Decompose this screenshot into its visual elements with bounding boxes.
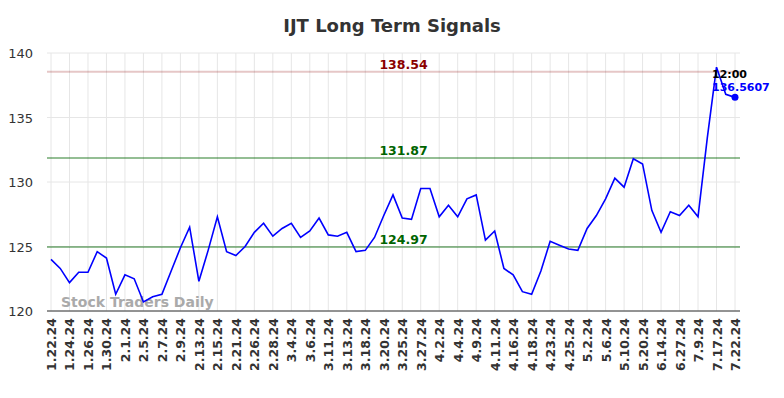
grid-line [309,53,310,311]
reference-label: 131.87 [379,143,427,158]
x-tick-label: 2.9.24 [173,318,188,363]
x-tick-label: 6.14.24 [654,318,669,371]
x-tick-label: 7.22.24 [728,318,743,371]
x-tick-label: 4.16.24 [506,318,521,371]
grid-line [161,53,162,311]
reference-label: 138.54 [379,57,428,72]
x-tick-label: 3.4.24 [284,318,299,363]
grid-line [346,53,347,311]
x-tick-label: 1.26.24 [81,318,96,371]
grid-line [661,53,662,311]
x-tick-label: 2.1.24 [118,318,133,363]
x-tick-label: 4.4.24 [451,318,466,363]
grid-line [47,53,740,54]
grid-line [476,53,477,311]
title: IJT Long Term Signals [283,15,501,36]
y-tick-label: 135 [8,111,33,126]
x-tick-label: 1.22.24 [44,318,59,371]
grid-line [106,53,107,311]
grid-line [457,53,458,311]
x-tick-label: 2.5.24 [136,318,151,363]
x-tick-label: 5.10.24 [617,318,632,371]
x-tick-label: 2.13.24 [192,318,207,371]
grid-line [439,53,440,311]
grid-line [272,53,273,311]
reference-label: 124.97 [379,232,427,247]
grid-line [254,53,255,311]
grid-line [624,53,625,311]
grid-line [143,53,144,311]
grid-line [587,53,588,311]
grid-line [51,53,52,311]
x-tick-label: 3.11.24 [321,318,336,371]
grid-line [47,117,740,118]
grid-line [217,53,218,311]
chart: IJT Long Term Signals 120 125 130 135 140 1.22… [0,0,784,398]
grid-line [494,53,495,311]
x-tick-label: 4.23.24 [543,318,558,371]
grid-line [235,53,236,311]
grid-line [124,53,125,311]
grid-line [420,53,421,311]
x-tick-label: 7.9.24 [691,318,706,363]
grid-line [679,53,680,311]
x-tick-label: 4.9.24 [469,318,484,363]
grid-line [698,53,699,311]
x-tick-label: 2.26.24 [247,318,262,371]
grid-line [383,53,384,311]
grid-line [531,53,532,311]
grid-line [328,53,329,311]
grid-line [47,311,740,312]
x-tick-label: 2.28.24 [266,318,281,371]
x-tick-label: 4.25.24 [562,318,577,371]
x-tick-label: 6.27.24 [673,318,688,371]
grid-line [291,53,292,311]
y-tick-label: 125 [8,240,33,255]
price-line [51,67,735,302]
x-tick-label: 5.6.24 [599,318,614,363]
time-annotation: 12:00 [712,68,747,81]
grid-line [180,53,181,311]
x-tick-label: 3.6.24 [303,318,318,363]
x-tick-label: 4.2.24 [432,318,447,363]
grid-line [47,182,740,183]
grid-line [365,53,366,311]
x-tick-label: 3.25.24 [395,318,410,371]
x-tick-label: 5.2.24 [580,318,595,363]
grid-line [513,53,514,311]
last-point [732,94,739,101]
x-tick-label: 2.21.24 [229,318,244,371]
watermark: Stock Traders Daily [61,294,214,310]
grid-line [568,53,569,311]
x-tick-label: 2.15.24 [210,318,225,371]
grid-line [198,53,199,311]
x-tick-label: 7.17.24 [710,318,725,371]
grid-line [550,53,551,311]
x-tick-label: 1.24.24 [62,318,77,371]
y-tick-label: 140 [8,46,33,61]
grid-line [642,53,643,311]
y-tick-label: 130 [8,175,33,190]
x-tick-label: 3.18.24 [358,318,373,371]
x-axis [47,311,740,312]
grid-line [605,53,606,311]
x-tick-label: 2.7.24 [155,318,170,363]
x-tick-label: 1.30.24 [99,318,114,371]
x-tick-label: 3.27.24 [414,318,429,371]
x-tick-label: 4.18.24 [525,318,540,371]
x-tick-label: 4.11.24 [488,318,503,371]
x-tick-label: 5.20.24 [636,318,651,371]
grid-line [402,53,403,311]
y-tick-label: 120 [8,304,33,319]
grid-line [69,53,70,311]
x-tick-label: 3.13.24 [340,318,355,371]
plot-marks [47,67,740,302]
x-tick-label: 3.20.24 [377,318,392,371]
last-value-label: 136.5607 [712,81,770,94]
